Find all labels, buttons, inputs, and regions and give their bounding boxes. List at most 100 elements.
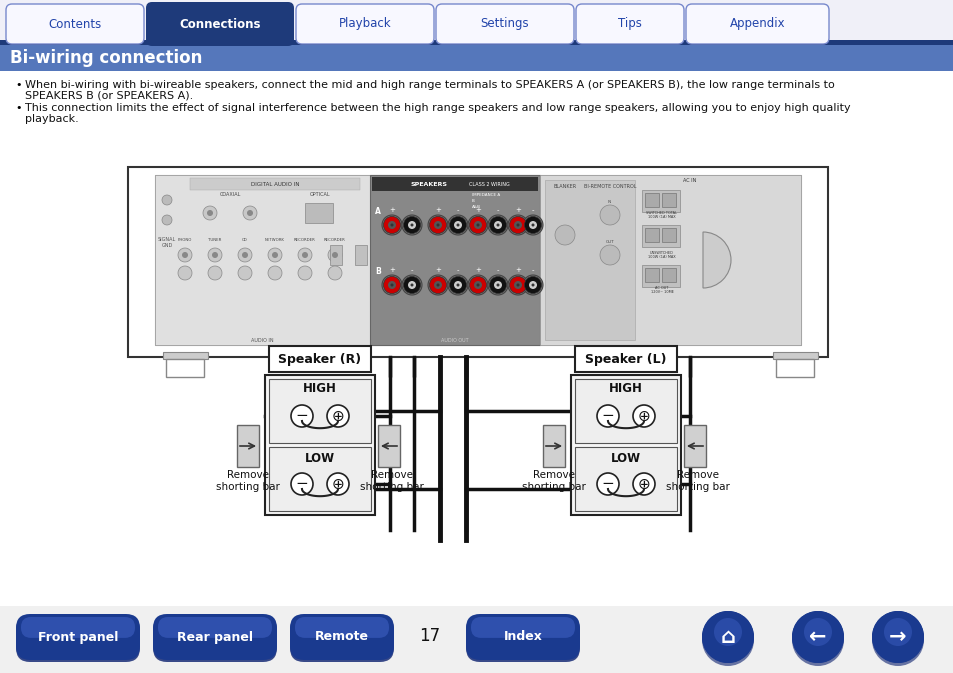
Bar	[269, 447, 371, 511]
Circle shape	[701, 611, 753, 663]
Text: BLANKER: BLANKER	[553, 184, 576, 190]
Circle shape	[297, 248, 312, 262]
Text: Connections: Connections	[179, 17, 260, 30]
FancyBboxPatch shape	[294, 617, 389, 638]
Text: SPEAKERS B (or SPEAKERS A).: SPEAKERS B (or SPEAKERS A).	[25, 91, 193, 101]
Bar	[330, 245, 341, 265]
Circle shape	[476, 283, 479, 287]
Bar	[154, 175, 370, 345]
Text: ⊕: ⊕	[637, 476, 650, 491]
Circle shape	[291, 405, 313, 427]
Text: A: A	[375, 207, 380, 217]
Circle shape	[524, 217, 541, 234]
Circle shape	[410, 283, 413, 287]
Text: OPTICAL: OPTICAL	[310, 192, 330, 197]
Bar	[355, 245, 367, 265]
Text: -: -	[531, 207, 534, 213]
FancyBboxPatch shape	[6, 4, 144, 44]
Text: Settings: Settings	[480, 17, 529, 30]
Text: BI-REMOTE CONTROL: BI-REMOTE CONTROL	[583, 184, 636, 190]
Text: −: −	[295, 409, 308, 423]
Text: B: B	[375, 267, 380, 277]
Text: -: -	[456, 267, 458, 273]
Text: COAXIAL: COAXIAL	[219, 192, 240, 197]
Bar	[269, 379, 371, 443]
Text: Contents: Contents	[49, 17, 102, 30]
Bar	[190, 178, 359, 190]
Text: −: −	[601, 409, 614, 423]
Text: ⊕: ⊕	[637, 409, 650, 423]
Text: -: -	[497, 267, 498, 273]
Circle shape	[428, 215, 448, 235]
Circle shape	[468, 275, 488, 295]
Text: -: -	[531, 267, 534, 273]
Text: Remove
shorting bar: Remove shorting bar	[359, 470, 423, 491]
Text: +: +	[515, 267, 520, 273]
Circle shape	[871, 611, 923, 663]
Circle shape	[268, 266, 282, 280]
Bar	[539, 175, 801, 345]
Circle shape	[390, 223, 393, 227]
Text: Speaker (R): Speaker (R)	[278, 353, 361, 365]
Circle shape	[429, 277, 446, 293]
Circle shape	[388, 221, 395, 229]
Text: SIGNAL
GND: SIGNAL GND	[157, 237, 176, 248]
Text: IMPEDANCE A: IMPEDANCE A	[472, 193, 499, 197]
Circle shape	[208, 248, 222, 262]
Circle shape	[207, 210, 213, 216]
Circle shape	[268, 248, 282, 262]
Text: +: +	[515, 207, 520, 213]
Circle shape	[488, 215, 507, 235]
Circle shape	[701, 611, 753, 663]
Text: Remove
shorting bar: Remove shorting bar	[215, 470, 279, 491]
Text: Remove
shorting bar: Remove shorting bar	[521, 470, 585, 491]
Circle shape	[555, 225, 575, 245]
Text: HIGH: HIGH	[303, 382, 336, 396]
Text: →: →	[888, 627, 905, 647]
Circle shape	[531, 223, 534, 227]
Text: When bi-wiring with bi-wireable speakers, connect the mid and high range termina: When bi-wiring with bi-wireable speakers…	[25, 80, 834, 90]
Text: playback.: playback.	[25, 114, 79, 124]
Text: Index: Index	[503, 631, 542, 643]
Circle shape	[449, 277, 466, 293]
FancyBboxPatch shape	[436, 4, 574, 44]
Circle shape	[401, 215, 421, 235]
Bar	[683, 425, 705, 467]
Circle shape	[474, 221, 481, 229]
Text: -: -	[411, 207, 413, 213]
Text: DIGITAL AUDIO IN: DIGITAL AUDIO IN	[251, 182, 299, 186]
Circle shape	[328, 266, 341, 280]
Circle shape	[529, 221, 537, 229]
Circle shape	[456, 283, 459, 287]
FancyBboxPatch shape	[152, 614, 276, 660]
Bar	[661, 268, 676, 282]
Text: HIGH: HIGH	[608, 382, 642, 396]
Text: •: •	[15, 80, 22, 90]
Circle shape	[383, 277, 400, 293]
Text: -: -	[456, 207, 458, 213]
Text: A&B: A&B	[472, 205, 480, 209]
Text: SWITCHED TOTAL
100W (1A) MAX: SWITCHED TOTAL 100W (1A) MAX	[646, 211, 677, 219]
Text: +: +	[389, 267, 395, 273]
Text: OUT: OUT	[605, 240, 614, 244]
Text: +: +	[475, 267, 480, 273]
Circle shape	[332, 252, 337, 258]
Text: ←: ←	[808, 627, 826, 647]
Text: LOW: LOW	[610, 452, 640, 466]
FancyBboxPatch shape	[465, 616, 579, 662]
Circle shape	[208, 266, 222, 280]
Bar	[772, 352, 817, 359]
Circle shape	[403, 217, 420, 234]
Circle shape	[383, 217, 400, 234]
Bar	[542, 425, 564, 467]
Text: AC OUT
120V~ 10ME: AC OUT 120V~ 10ME	[650, 286, 673, 294]
Circle shape	[516, 283, 519, 287]
Circle shape	[237, 266, 252, 280]
Circle shape	[488, 275, 507, 295]
Circle shape	[242, 252, 248, 258]
Bar	[265, 375, 375, 515]
Circle shape	[496, 223, 499, 227]
Text: PHONO: PHONO	[177, 238, 192, 242]
Circle shape	[494, 281, 501, 289]
Bar	[0, 45, 953, 71]
